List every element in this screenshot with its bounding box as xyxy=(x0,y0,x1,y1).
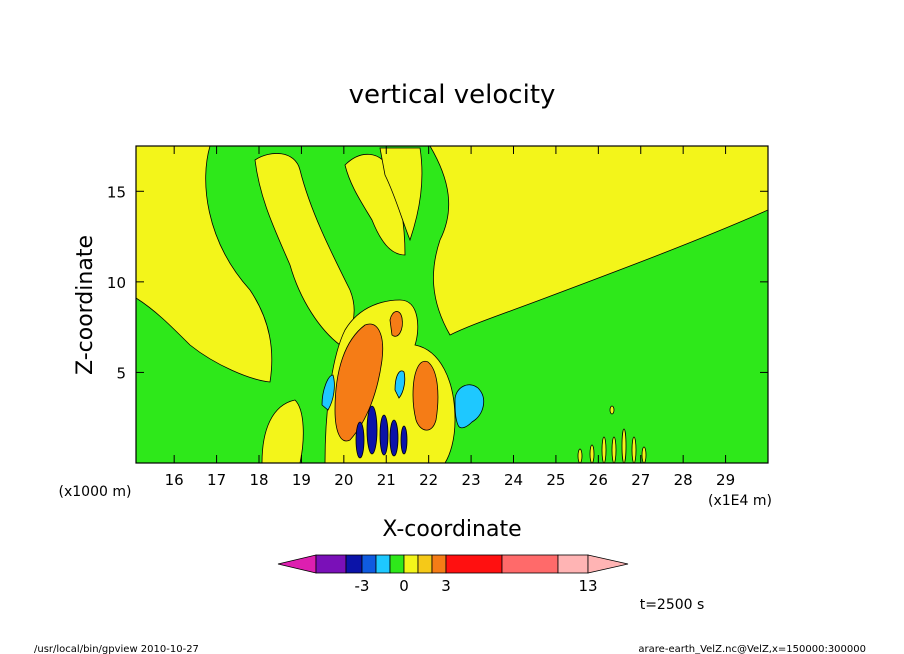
colorbar-swatch xyxy=(445,554,503,574)
surface-ripples xyxy=(577,405,647,463)
y-tick-label: 5 xyxy=(116,364,126,382)
orange-core-left xyxy=(334,323,384,442)
ripple-1 xyxy=(577,448,583,463)
x-tick-label: 25 xyxy=(546,471,565,489)
x-axis-ticks: 16 17 18 19 20 21 22 23 24 25 26 27 28 29 xyxy=(165,146,735,489)
y-unit-label: (x1000 m) xyxy=(59,484,132,500)
yellow-region-upper-right xyxy=(429,146,768,336)
blue-cell-3 xyxy=(379,414,389,456)
y-tick-label: 15 xyxy=(107,183,126,201)
x-unit-label: (x1E4 m) xyxy=(708,493,772,509)
colorbar-arrow-high xyxy=(587,554,629,574)
yellow-strand-2 xyxy=(379,147,423,242)
colorbar-swatch xyxy=(389,554,405,574)
colorbar-label: 3 xyxy=(441,577,451,595)
x-tick-label: 21 xyxy=(377,471,396,489)
x-axis-label: X-coordinate xyxy=(382,517,521,542)
colorbar-label: -3 xyxy=(355,577,370,595)
blue-cell-5 xyxy=(400,425,408,455)
cyan-cell-right xyxy=(454,384,485,429)
colorbar-swatch xyxy=(315,554,347,574)
x-tick-label: 16 xyxy=(165,471,184,489)
colorbar-swatch xyxy=(375,554,391,574)
colorbar-label: 13 xyxy=(578,577,597,595)
footer-left: /usr/local/bin/gpview 2010-10-27 xyxy=(34,644,199,654)
cyan-cell-left xyxy=(321,374,335,411)
ripple-2 xyxy=(589,444,595,463)
x-tick-label: 20 xyxy=(334,471,353,489)
x-tick-label: 22 xyxy=(419,471,438,489)
x-tick-label: 27 xyxy=(631,471,650,489)
footer-right: arare-earth_VelZ.nc@VelZ,x=150000:300000 xyxy=(638,644,866,654)
colorbar-swatch xyxy=(557,554,589,574)
plot-area xyxy=(135,145,769,464)
colorbar-label: 0 xyxy=(399,577,409,595)
time-annotation: t=2500 s xyxy=(640,597,705,613)
x-tick-label: 18 xyxy=(249,471,268,489)
contour-fields xyxy=(136,146,768,463)
blue-cell-1 xyxy=(355,421,365,459)
ripple-8 xyxy=(609,405,615,415)
ripple-7 xyxy=(641,446,647,463)
colorbar-arrow-low xyxy=(277,554,317,574)
x-tick-label: 29 xyxy=(716,471,735,489)
plot-frame xyxy=(135,145,769,464)
colorbar-swatch xyxy=(403,554,419,574)
blue-cell-4 xyxy=(389,419,399,457)
y-tick-label: 10 xyxy=(107,274,126,292)
colorbar-swatch xyxy=(431,554,447,574)
x-tick-label: 23 xyxy=(462,471,481,489)
x-tick-label: 26 xyxy=(589,471,608,489)
colorbar: -3 0 3 13 xyxy=(277,554,629,595)
y-axis-ticks: 5 10 15 xyxy=(107,183,768,382)
blue-cell-2 xyxy=(366,405,378,455)
x-tick-label: 24 xyxy=(504,471,523,489)
cyan-cell-mid xyxy=(394,370,406,399)
ripple-5 xyxy=(621,428,627,463)
colorbar-swatch xyxy=(361,554,377,574)
ripple-6 xyxy=(631,436,637,463)
yellow-region-left xyxy=(136,146,273,383)
colorbar-swatch xyxy=(417,554,433,574)
colorbar-swatch xyxy=(501,554,559,574)
blue-cells xyxy=(355,405,408,459)
orange-core-right xyxy=(412,360,439,431)
x-tick-label: 28 xyxy=(674,471,693,489)
colorbar-swatch xyxy=(345,554,363,574)
chart-title: vertical velocity xyxy=(349,80,556,110)
x-tick-label: 17 xyxy=(207,471,226,489)
orange-small-top xyxy=(389,311,403,337)
y-axis-label: Z-coordinate xyxy=(73,235,98,375)
yellow-blob-bottom-left xyxy=(261,399,304,463)
ripple-3 xyxy=(601,436,607,463)
x-tick-label: 19 xyxy=(292,471,311,489)
ripple-4 xyxy=(611,436,617,463)
